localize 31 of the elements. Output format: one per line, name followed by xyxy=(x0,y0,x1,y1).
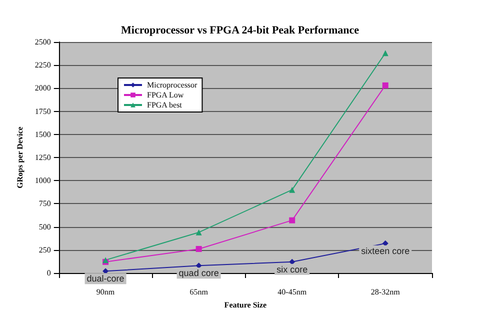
point xyxy=(289,186,296,193)
point xyxy=(289,217,296,224)
chart-title: Microprocessor vs FPGA 24-bit Peak Performance xyxy=(121,24,360,36)
annotation: dual-core xyxy=(86,274,124,284)
annotation: quad core xyxy=(178,268,219,278)
point xyxy=(382,50,388,56)
legend-label: FPGA Low xyxy=(147,90,184,100)
annotation: six core xyxy=(276,264,308,274)
y-tick-label: 2500 xyxy=(34,38,51,46)
point xyxy=(196,246,202,252)
x-tick-label: 65nm xyxy=(190,288,209,296)
y-tick-label: 1250 xyxy=(34,153,51,162)
x-axis-title: Feature Size xyxy=(224,300,268,310)
x-tick-label: 90nm xyxy=(96,288,116,296)
point xyxy=(196,229,202,236)
y-tick-label: 1750 xyxy=(34,106,51,116)
y-tick-label: 2250 xyxy=(34,60,51,70)
y-tick-label: 2000 xyxy=(34,84,51,93)
y-tick-label: 750 xyxy=(38,199,51,208)
y-axis-title: GRops per Device xyxy=(16,126,24,188)
y-tick-label: 250 xyxy=(38,245,51,254)
point xyxy=(382,82,388,88)
legend-label: FPGA best xyxy=(147,100,183,110)
y-tick-label: 1000 xyxy=(34,176,51,186)
x-tick-label: 40-45nm xyxy=(278,288,308,296)
y-tick-label: 0 xyxy=(46,268,51,278)
annotation: sixteen core xyxy=(361,246,410,256)
y-tick-label: 500 xyxy=(38,222,51,232)
y-tick-label: 1500 xyxy=(34,130,51,139)
legend-label: Microprocessor xyxy=(147,80,198,90)
x-tick-label: 28-32nm xyxy=(370,288,401,296)
